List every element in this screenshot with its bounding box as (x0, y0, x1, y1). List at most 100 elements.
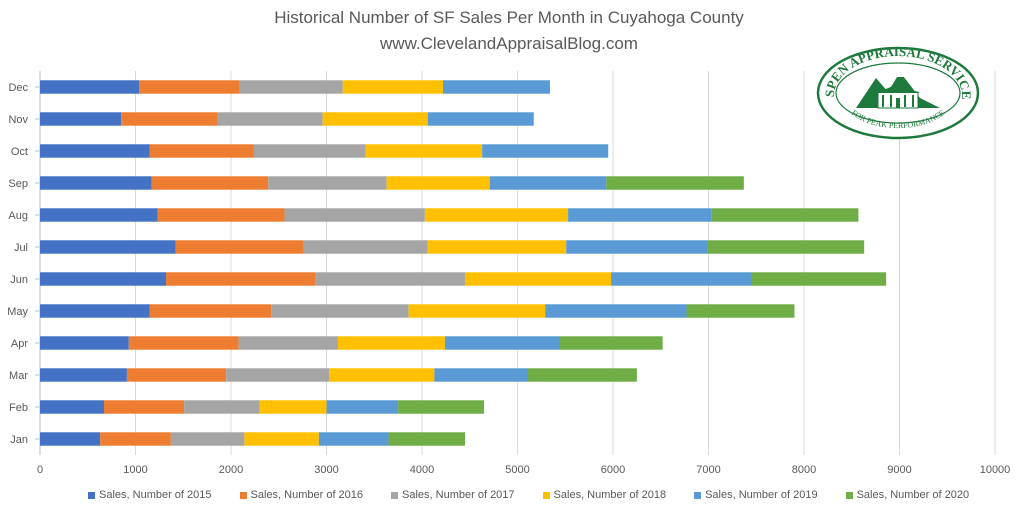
bar-segment (427, 112, 534, 126)
bar-segment (40, 368, 127, 382)
bar-segment (322, 112, 428, 126)
bar-segment (40, 80, 140, 94)
bar-segment (568, 208, 712, 222)
bar-segment (398, 400, 485, 414)
legend-label: Sales, Number of 2015 (99, 489, 212, 501)
legend-swatch (694, 491, 702, 499)
legend-item: Sales, Number of 2019 (694, 489, 818, 501)
bar-segment (566, 240, 708, 254)
bar-segment (342, 80, 444, 94)
x-tick-label: 1000 (123, 464, 147, 476)
x-tick-label: 2000 (219, 464, 243, 476)
legend-swatch (239, 491, 247, 499)
legend-item: Sales, Number of 2020 (845, 489, 970, 501)
y-tick-label: Aug (8, 210, 28, 222)
aspen-appraisal-logo: ASPEN APPRAISAL SERVICES FOR PEAK PERFOR… (816, 46, 980, 140)
bar-segment (40, 176, 152, 190)
bar-segment (528, 368, 637, 382)
bar-segment (303, 240, 428, 254)
x-tick-label: 0 (37, 464, 43, 476)
legend-label: Sales, Number of 2018 (553, 489, 667, 501)
chart-title: Historical Number of SF Sales Per Month … (274, 8, 744, 27)
bar-segment (284, 208, 425, 222)
bar-segment (365, 144, 483, 158)
legend-label: Sales, Number of 2017 (402, 489, 515, 501)
legend-item: Sales, Number of 2015 (88, 489, 212, 501)
bar-segment (318, 432, 389, 446)
bar-segment (40, 208, 158, 222)
x-tick-label: 8000 (792, 464, 816, 476)
legend-swatch (88, 491, 95, 499)
bar-segment (238, 336, 338, 350)
legend-swatch (542, 491, 550, 499)
bar-segment (151, 176, 269, 190)
bar-segment (427, 240, 567, 254)
bar-segment (40, 304, 150, 318)
bar-segment (489, 176, 607, 190)
x-tick-label: 4000 (410, 464, 434, 476)
bar-segment (226, 368, 330, 382)
bar-segment (606, 176, 744, 190)
bar-segment (329, 368, 435, 382)
bar-segment (711, 208, 859, 222)
y-tick-label: Mar (9, 370, 28, 382)
bar-segment (707, 240, 865, 254)
x-tick-label: 6000 (601, 464, 625, 476)
bar-segment (386, 176, 490, 190)
y-tick-label: Apr (11, 338, 28, 350)
bar-segment (611, 272, 752, 286)
bar-segment (40, 272, 167, 286)
chart-subtitle: www.ClevelandAppraisalBlog.com (380, 34, 638, 53)
chart-legend: Sales, Number of 2015 Sales, Number of 20… (88, 489, 997, 501)
bar-segment (482, 144, 609, 158)
x-tick-label: 7000 (696, 464, 720, 476)
legend-item: Sales, Number of 2017 (391, 489, 515, 501)
bar-segment (166, 272, 316, 286)
y-tick-label: Jul (14, 242, 28, 254)
bar-segment (121, 112, 218, 126)
legend-item: Sales, Number of 2016 (239, 489, 364, 501)
bar-segment (103, 400, 185, 414)
legend-item: Sales, Number of 2018 (542, 489, 667, 501)
y-tick-label: May (7, 306, 28, 318)
y-tick-label: Jan (10, 434, 28, 446)
bar-segment (126, 368, 227, 382)
bar-segment (170, 432, 245, 446)
bar-segment (244, 432, 319, 446)
x-tick-label: 9000 (887, 464, 911, 476)
bar-segment (326, 400, 399, 414)
bar-segment (40, 240, 176, 254)
y-tick-label: Feb (9, 402, 28, 414)
bar-segment (686, 304, 795, 318)
bar-segment (464, 272, 612, 286)
bar-segment (268, 176, 387, 190)
legend-label: Sales, Number of 2020 (856, 489, 970, 501)
bar-segment (253, 144, 366, 158)
bar-segment (388, 432, 465, 446)
bar-segment (751, 272, 887, 286)
bar-segment (239, 80, 343, 94)
bar-segment (100, 432, 171, 446)
bar-segment (408, 304, 546, 318)
x-tick-label: 10000 (980, 464, 1011, 476)
legend-label: Sales, Number of 2016 (250, 489, 364, 501)
x-tick-label: 3000 (314, 464, 338, 476)
bar-segment (545, 304, 687, 318)
y-tick-label: Sep (8, 178, 28, 190)
snowcap-icon (896, 72, 904, 77)
bar-segment (271, 304, 409, 318)
bar-segment (443, 80, 550, 94)
bar-segment (315, 272, 465, 286)
y-tick-label: Oct (11, 146, 28, 158)
legend-swatch (845, 491, 853, 499)
bar-segment (40, 144, 150, 158)
bar-segment (444, 336, 560, 350)
y-tick-label: Jun (10, 274, 28, 286)
bar-segment (149, 144, 254, 158)
bar-segment (337, 336, 445, 350)
x-tick-label: 5000 (505, 464, 529, 476)
bar-segment (40, 112, 122, 126)
bar-segment (157, 208, 285, 222)
bar-segment (434, 368, 529, 382)
